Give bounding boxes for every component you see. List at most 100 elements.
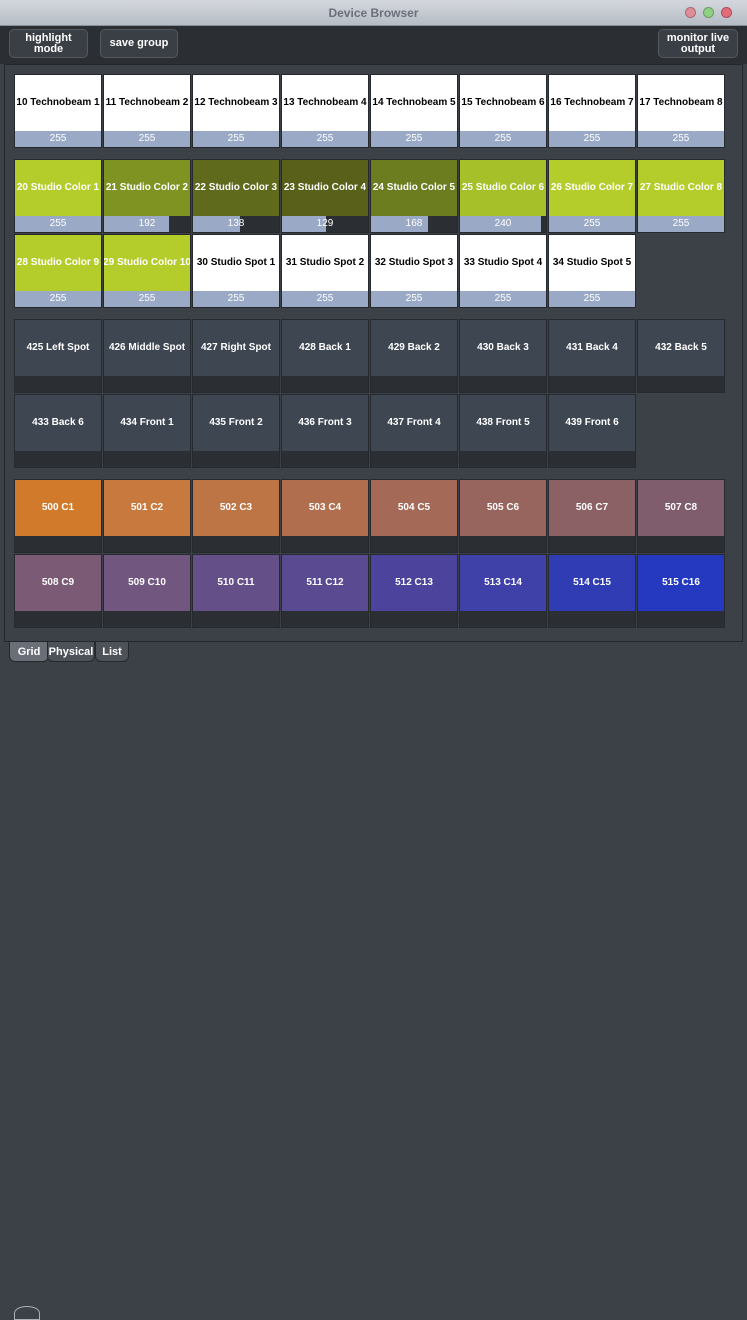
device-tile[interactable]: 20 Studio Color 1 255 — [14, 159, 102, 233]
level-bar: 255 — [193, 131, 279, 147]
resize-grip-icon[interactable] — [14, 1306, 40, 1320]
device-tile[interactable]: 25 Studio Color 6 240 — [459, 159, 547, 233]
device-tile[interactable]: 33 Studio Spot 4 255 — [459, 234, 547, 308]
device-tile[interactable]: 28 Studio Color 9 255 — [14, 234, 102, 308]
device-tile[interactable]: 10 Technobeam 1 255 — [14, 74, 102, 148]
device-tile[interactable]: 26 Studio Color 7 255 — [548, 159, 636, 233]
device-tile[interactable]: 34 Studio Spot 5 255 — [548, 234, 636, 308]
device-tile[interactable]: 435 Front 2 — [192, 394, 280, 468]
device-tile[interactable]: 514 C15 — [548, 554, 636, 628]
device-tile[interactable]: 426 Middle Spot — [103, 319, 191, 393]
device-tile[interactable]: 13 Technobeam 4 255 — [281, 74, 369, 148]
device-tile[interactable]: 431 Back 4 — [548, 319, 636, 393]
device-tile[interactable]: 510 C11 — [192, 554, 280, 628]
device-tile[interactable]: 30 Studio Spot 1 255 — [192, 234, 280, 308]
level-fill — [193, 131, 279, 147]
device-label: 513 C14 — [484, 576, 522, 588]
device-label: 30 Studio Spot 1 — [196, 256, 276, 268]
device-tile[interactable]: 432 Back 5 — [637, 319, 725, 393]
level-bar: 255 — [638, 216, 724, 232]
tab-grid[interactable]: Grid — [9, 642, 49, 662]
device-tile[interactable]: 437 Front 4 — [370, 394, 458, 468]
device-tile[interactable]: 29 Studio Color 10 255 — [103, 234, 191, 308]
device-tile[interactable]: 430 Back 3 — [459, 319, 547, 393]
device-tile[interactable]: 428 Back 1 — [281, 319, 369, 393]
highlight-mode-button[interactable]: highlight mode — [9, 29, 88, 58]
device-tile[interactable]: 501 C2 — [103, 479, 191, 553]
device-label: 14 Technobeam 5 — [372, 96, 456, 108]
level-bar: 138 — [193, 216, 279, 232]
close-icon[interactable] — [721, 7, 732, 18]
device-tile[interactable]: 27 Studio Color 8 255 — [637, 159, 725, 233]
level-fill — [193, 291, 279, 307]
level-fill — [549, 131, 635, 147]
device-tile[interactable]: 515 C16 — [637, 554, 725, 628]
device-tile[interactable]: 427 Right Spot — [192, 319, 280, 393]
device-tile[interactable]: 500 C1 — [14, 479, 102, 553]
level-fill — [104, 216, 169, 232]
device-tile[interactable]: 438 Front 5 — [459, 394, 547, 468]
device-label: 26 Studio Color 7 — [550, 181, 634, 193]
level-bar: 255 — [460, 131, 546, 147]
device-tile[interactable]: 24 Studio Color 5 168 — [370, 159, 458, 233]
level-value: 255 — [583, 293, 601, 304]
device-tile[interactable]: 508 C9 — [14, 554, 102, 628]
level-bar — [460, 451, 546, 467]
device-tile[interactable]: 14 Technobeam 5 255 — [370, 74, 458, 148]
device-tile[interactable]: 502 C3 — [192, 479, 280, 553]
device-tile[interactable]: 506 C7 — [548, 479, 636, 553]
device-label: 10 Technobeam 1 — [16, 96, 100, 108]
device-tile[interactable]: 21 Studio Color 2 192 — [103, 159, 191, 233]
device-tile[interactable]: 433 Back 6 — [14, 394, 102, 468]
device-tile[interactable]: 434 Front 1 — [103, 394, 191, 468]
device-label: 22 Studio Color 3 — [194, 181, 278, 193]
toolbar: highlight mode save group monitor live o… — [0, 26, 747, 64]
device-tile[interactable]: 507 C8 — [637, 479, 725, 553]
level-value: 138 — [227, 218, 245, 229]
device-tile[interactable]: 436 Front 3 — [281, 394, 369, 468]
device-tile[interactable]: 22 Studio Color 3 138 — [192, 159, 280, 233]
level-fill — [371, 216, 428, 232]
monitor-live-output-button[interactable]: monitor live output — [658, 29, 738, 58]
device-tile[interactable]: 505 C6 — [459, 479, 547, 553]
device-tile[interactable]: 429 Back 2 — [370, 319, 458, 393]
device-label: 23 Studio Color 4 — [283, 181, 367, 193]
device-label: 427 Right Spot — [200, 341, 271, 353]
device-tile[interactable]: 513 C14 — [459, 554, 547, 628]
level-bar: 255 — [460, 291, 546, 307]
device-tile[interactable]: 511 C12 — [281, 554, 369, 628]
tab-physical[interactable]: Physical — [47, 642, 95, 662]
device-tile[interactable]: 17 Technobeam 8 255 — [637, 74, 725, 148]
minimize-icon[interactable] — [685, 7, 696, 18]
device-label: 21 Studio Color 2 — [105, 181, 189, 193]
device-tile[interactable]: 16 Technobeam 7 255 — [548, 74, 636, 148]
device-label: 20 Studio Color 1 — [16, 181, 100, 193]
level-fill — [282, 291, 368, 307]
device-tile[interactable]: 439 Front 6 — [548, 394, 636, 468]
save-group-button[interactable]: save group — [100, 29, 178, 58]
device-tile[interactable]: 11 Technobeam 2 255 — [103, 74, 191, 148]
maximize-icon[interactable] — [703, 7, 714, 18]
level-value: 255 — [494, 293, 512, 304]
device-tile[interactable]: 425 Left Spot — [14, 319, 102, 393]
device-tile[interactable]: 509 C10 — [103, 554, 191, 628]
level-bar — [549, 611, 635, 627]
level-bar: 255 — [104, 131, 190, 147]
device-tile[interactable]: 31 Studio Spot 2 255 — [281, 234, 369, 308]
tab-list[interactable]: List — [95, 642, 129, 662]
device-tile[interactable]: 503 C4 — [281, 479, 369, 553]
device-label: 31 Studio Spot 2 — [285, 256, 365, 268]
device-label: 13 Technobeam 4 — [283, 96, 367, 108]
device-tile[interactable]: 15 Technobeam 6 255 — [459, 74, 547, 148]
device-tile[interactable]: 504 C5 — [370, 479, 458, 553]
device-label: 439 Front 6 — [565, 416, 619, 428]
device-tile[interactable]: 32 Studio Spot 3 255 — [370, 234, 458, 308]
device-tile[interactable]: 23 Studio Color 4 129 — [281, 159, 369, 233]
level-bar: 255 — [549, 216, 635, 232]
level-value: 255 — [138, 293, 156, 304]
level-bar — [549, 536, 635, 552]
device-tile[interactable]: 12 Technobeam 3 255 — [192, 74, 280, 148]
device-tile[interactable]: 512 C13 — [370, 554, 458, 628]
device-label: 512 C13 — [395, 576, 433, 588]
level-value: 168 — [405, 218, 423, 229]
